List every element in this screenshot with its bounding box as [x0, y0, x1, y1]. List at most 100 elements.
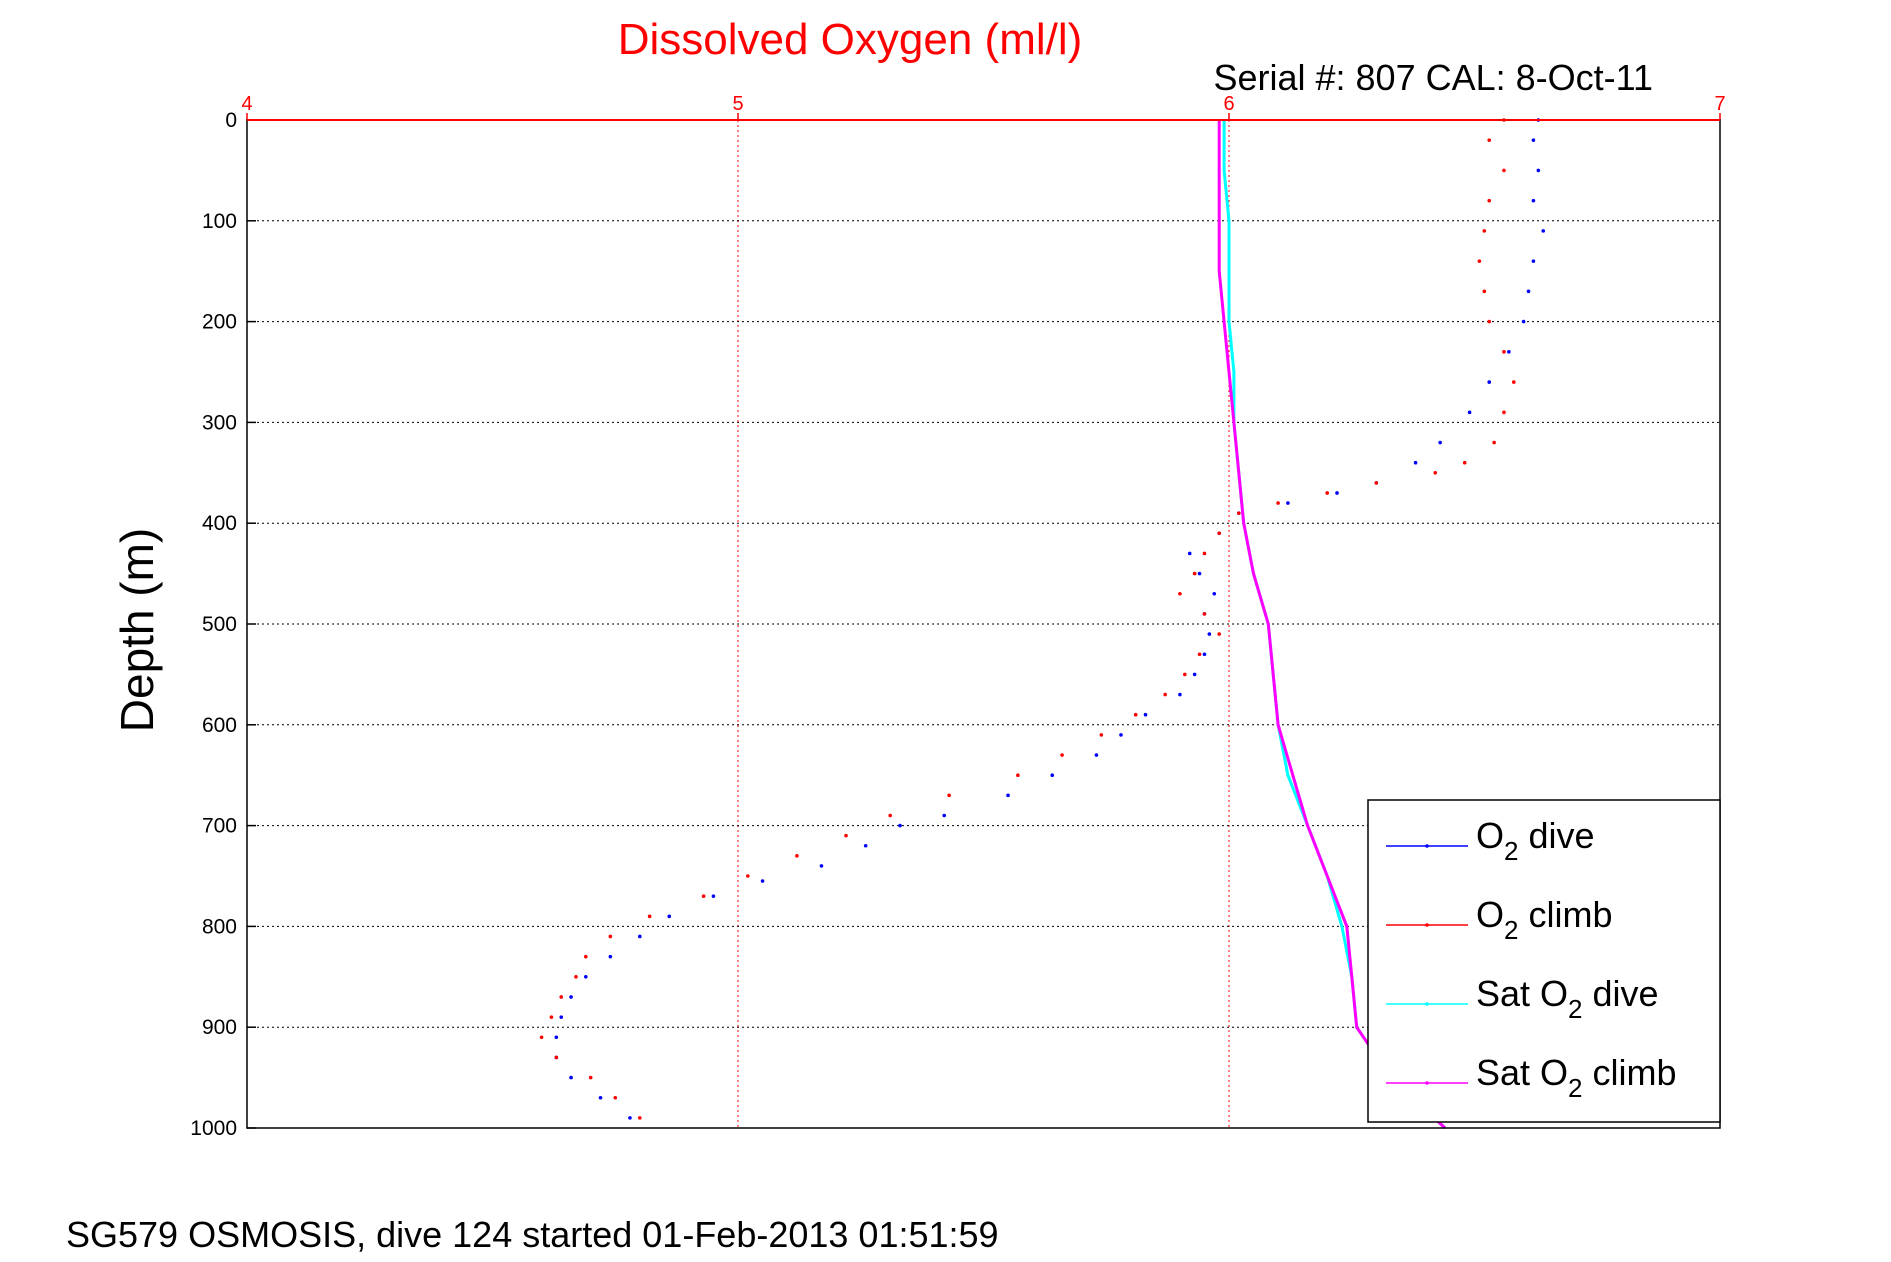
- data-point: [1438, 440, 1442, 445]
- data-point: [1541, 229, 1546, 233]
- data-point: [1060, 753, 1064, 757]
- data-point: [1187, 551, 1192, 556]
- data-point: [1462, 460, 1467, 465]
- data-point: [1133, 712, 1138, 717]
- data-point: [1467, 410, 1472, 415]
- y-tick-label: 1000: [190, 1117, 237, 1140]
- data-point: [583, 954, 588, 959]
- data-point: [608, 934, 613, 939]
- data-point: [539, 1035, 544, 1040]
- data-point: [819, 864, 824, 868]
- series-line: [1217, 120, 1447, 1130]
- data-point: [1482, 289, 1487, 294]
- y-tick-label: 400: [202, 512, 237, 535]
- chart-title: Dissolved Oxygen (ml/l): [618, 15, 1083, 64]
- data-point: [1192, 571, 1197, 576]
- data-point: [1099, 733, 1104, 737]
- x-tick-label: 7: [1714, 93, 1725, 115]
- data-point: [559, 1015, 564, 1019]
- data-point: [1487, 138, 1492, 142]
- data-point: [1286, 501, 1290, 505]
- data-point: [760, 879, 765, 883]
- legend-label-sub: 2: [1504, 915, 1518, 945]
- legend-marker: [1425, 1002, 1429, 1006]
- data-point: [1511, 380, 1516, 384]
- data-point: [1006, 793, 1010, 798]
- data-point: [1502, 350, 1506, 354]
- legend-label-sub: 2: [1568, 994, 1582, 1024]
- data-point: [1237, 511, 1241, 515]
- series-o2-dive: [554, 118, 1546, 1120]
- data-point: [1178, 692, 1182, 697]
- data-point: [1202, 612, 1207, 616]
- legend-marker: [1425, 1081, 1429, 1085]
- data-point: [1217, 632, 1221, 636]
- y-tick-label: 200: [202, 311, 237, 334]
- data-point: [1502, 168, 1506, 173]
- data-point: [1276, 501, 1280, 505]
- data-point: [1094, 753, 1099, 757]
- y-tick-label: 600: [202, 714, 237, 737]
- y-tick-label: 800: [202, 915, 237, 938]
- data-point: [574, 975, 578, 979]
- data-point: [1212, 591, 1217, 596]
- data-point: [1433, 471, 1438, 475]
- data-point: [711, 894, 716, 898]
- data-point: [569, 1075, 573, 1080]
- data-point: [888, 813, 893, 818]
- data-point: [588, 1075, 593, 1080]
- data-point: [947, 793, 951, 798]
- data-point: [583, 975, 588, 979]
- data-point: [942, 813, 947, 818]
- data-point: [569, 995, 573, 999]
- data-point: [638, 934, 642, 939]
- data-point: [1183, 672, 1187, 677]
- legend-label-rest: dive: [1518, 815, 1594, 856]
- data-point: [1477, 259, 1482, 263]
- data-point: [1163, 692, 1167, 697]
- data-point: [647, 914, 652, 919]
- legend-label-rest: dive: [1583, 973, 1659, 1014]
- data-point: [844, 833, 848, 838]
- data-point: [613, 1095, 618, 1100]
- data-point: [1531, 138, 1536, 142]
- data-point: [1050, 773, 1055, 777]
- y-tick-label: 300: [202, 411, 237, 434]
- data-point: [559, 995, 564, 999]
- y-tick-label: 0: [225, 109, 237, 132]
- data-point: [1536, 168, 1541, 173]
- data-point: [549, 1015, 554, 1019]
- data-point: [598, 1095, 603, 1100]
- legend-label-main: Sat O: [1476, 973, 1568, 1014]
- data-point: [554, 1035, 559, 1040]
- series-sat-o2-climb: [1217, 120, 1447, 1130]
- legend-entry: O2 dive: [1476, 815, 1595, 866]
- data-point: [1521, 319, 1526, 324]
- data-point: [1526, 289, 1531, 294]
- data-point: [1119, 733, 1123, 737]
- legend-label-main: O: [1476, 894, 1504, 935]
- data-point: [1207, 632, 1212, 636]
- x-tick-label: 5: [732, 93, 743, 115]
- legend-label-sub: 2: [1568, 1073, 1582, 1103]
- data-point: [1335, 491, 1339, 495]
- legend-box: [1367, 799, 1721, 1123]
- data-point: [628, 1116, 632, 1120]
- data-point: [1202, 652, 1207, 657]
- data-point: [1507, 350, 1511, 354]
- legend-marker: [1425, 844, 1429, 848]
- y-tick-label: 500: [202, 613, 237, 636]
- dive-info-footer: SG579 OSMOSIS, dive 124 started 01-Feb-2…: [66, 1214, 999, 1255]
- axis-ticks: 4 5 6 7 0 100 200 300 400 500 600 700 800 900 1000: [190, 93, 1725, 1140]
- data-point: [795, 854, 799, 858]
- chart-subtitle: Serial #: 807 CAL: 8-Oct-11: [1213, 57, 1653, 98]
- data-point: [1492, 440, 1496, 445]
- data-point: [1502, 410, 1506, 415]
- y-axis-label: Depth (m): [111, 528, 163, 732]
- data-point: [1374, 481, 1379, 485]
- data-point: [1531, 259, 1536, 263]
- data-point: [898, 823, 902, 828]
- data-point: [1197, 652, 1202, 657]
